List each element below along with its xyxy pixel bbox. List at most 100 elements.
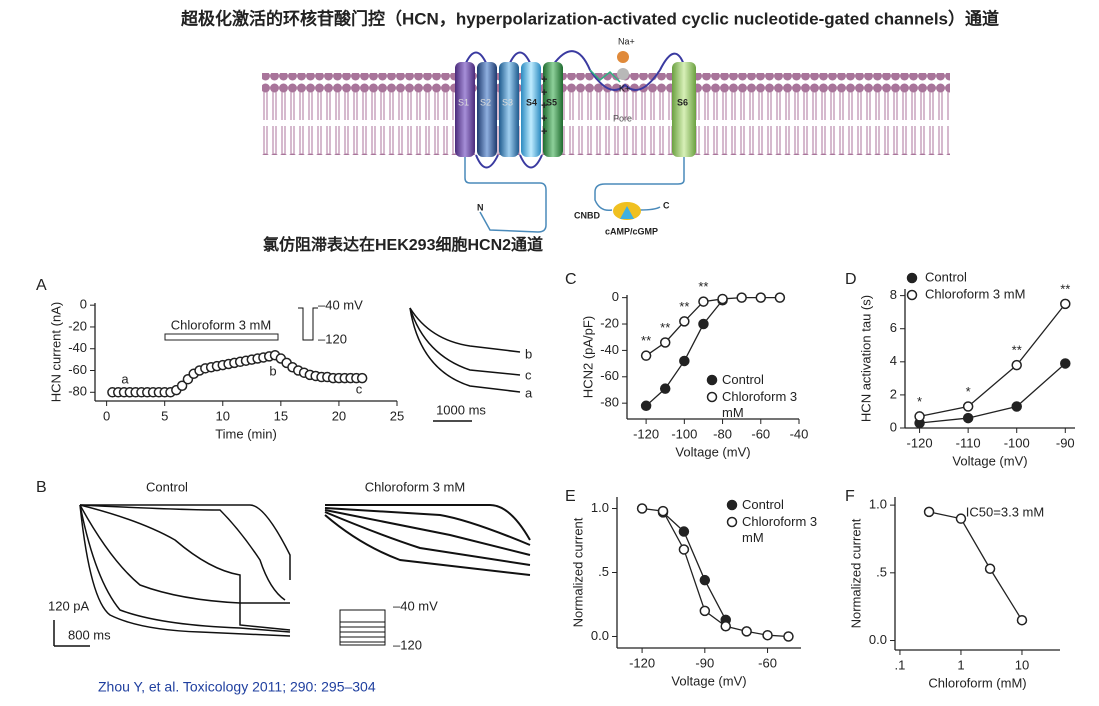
data-point	[1011, 359, 1022, 371]
data-point	[678, 526, 690, 537]
legend-label: Control	[722, 372, 764, 387]
panel-letter: C	[565, 271, 577, 288]
annotation: **	[1060, 281, 1070, 296]
x-tick-label: -80	[713, 426, 732, 441]
data-point	[755, 292, 767, 303]
x-tick-label: -60	[751, 426, 770, 441]
label: S2	[480, 97, 491, 107]
data-point	[1060, 358, 1071, 369]
data-point	[678, 544, 690, 555]
label: S3	[502, 97, 513, 107]
legend-marker	[726, 499, 738, 511]
series-line	[919, 303, 1066, 418]
series-line	[928, 511, 1023, 621]
x-tick-label: -120	[629, 655, 655, 670]
y-tick-label: 1.0	[591, 500, 609, 515]
treatment-label: Chloroform 3 mM	[171, 317, 271, 332]
x-axis-label: Voltage (mV)	[675, 444, 750, 459]
label: S6	[677, 97, 688, 107]
x-tick-label: -100	[1004, 435, 1030, 450]
data-point	[736, 292, 747, 303]
data-point	[741, 626, 752, 637]
series-line	[645, 299, 724, 407]
data-point	[657, 505, 669, 517]
x-axis-label: Voltage (mV)	[671, 673, 746, 688]
y-axis-label: Normalized current	[848, 518, 863, 628]
x-tick-label: 10	[216, 408, 230, 423]
x-tick-label: -90	[695, 655, 714, 670]
x-tick-label: 20	[332, 408, 346, 423]
data-point	[962, 412, 974, 424]
x-tick-label: .1	[895, 657, 906, 672]
data-point	[640, 400, 652, 412]
data-point	[659, 383, 671, 394]
svg-text:+: +	[541, 113, 547, 125]
y-tick-label: -80	[600, 395, 619, 410]
x-tick-label: -90	[1056, 435, 1075, 450]
x-tick-label: 0	[103, 408, 110, 423]
annotation: **	[641, 333, 651, 348]
svg-text:+: +	[541, 100, 547, 112]
protocol-label: –40 mV	[318, 297, 363, 312]
y-tick-label: 6	[890, 320, 897, 335]
y-axis-label: HCN current (nA)	[48, 302, 63, 402]
data-point	[923, 506, 935, 518]
x-tick-label: 5	[161, 408, 168, 423]
y-tick-label: 1.0	[869, 497, 887, 512]
legend-label: Control	[925, 269, 967, 284]
trace-label: c	[525, 367, 532, 382]
panel-letter: A	[36, 277, 47, 294]
data-point	[783, 631, 794, 642]
label: S4	[526, 97, 537, 107]
data-point	[1060, 298, 1071, 310]
legend-marker	[706, 374, 718, 386]
label: S1	[458, 97, 469, 107]
data-point	[720, 620, 731, 632]
y-tick-label: 0	[80, 297, 87, 312]
trace-label: a	[525, 385, 533, 400]
x-axis-label: Chloroform (mM)	[928, 675, 1026, 690]
x-tick-label: 25	[390, 408, 404, 423]
svg-text:+: +	[541, 126, 547, 138]
legend-label: Chloroform 3 mM	[722, 389, 798, 420]
protocol-label: –120	[318, 331, 347, 346]
trace-title: Control	[146, 479, 188, 494]
x-tick-label: -120	[907, 435, 933, 450]
y-axis-label: HCN2 (pA/pF)	[580, 316, 595, 398]
legend-marker	[906, 272, 918, 284]
x-tick-label: -100	[671, 426, 697, 441]
protocol-label: –40 mV	[393, 598, 438, 613]
label: Pore	[613, 113, 632, 123]
data-point	[774, 292, 786, 303]
data-point	[698, 296, 709, 307]
y-tick-label: -20	[600, 315, 619, 330]
annotation: **	[660, 320, 670, 335]
legend-label: Control	[742, 497, 784, 512]
y-tick-label: 0.0	[869, 632, 887, 647]
protocol-label: –120	[393, 637, 422, 652]
annotation: c	[356, 381, 363, 396]
data-point	[1011, 401, 1022, 412]
data-point	[699, 574, 711, 586]
data-point	[1016, 614, 1028, 626]
x-axis-label: Time (min)	[215, 426, 277, 441]
panel-letter: B	[36, 479, 47, 496]
y-tick-label: 4	[890, 353, 897, 368]
panel-letter: F	[845, 488, 855, 505]
data-point	[962, 401, 974, 412]
x-tick-label: 10	[1015, 657, 1029, 672]
label: N	[477, 202, 484, 212]
data-point	[679, 316, 690, 327]
annotation: a	[121, 371, 129, 386]
data-point	[699, 605, 711, 617]
y-tick-label: 0	[890, 419, 897, 434]
label: cAMP/cGMP	[605, 226, 658, 236]
legend-marker	[906, 289, 918, 301]
svg-text:+: +	[541, 87, 547, 99]
x-tick-label: 15	[274, 408, 288, 423]
time-scale: 800 ms	[68, 627, 111, 642]
data-point	[914, 411, 925, 422]
series-line	[662, 511, 727, 621]
title: 超极化激活的环核苷酸门控（HCN，hyperpolarization-activ…	[181, 8, 999, 28]
